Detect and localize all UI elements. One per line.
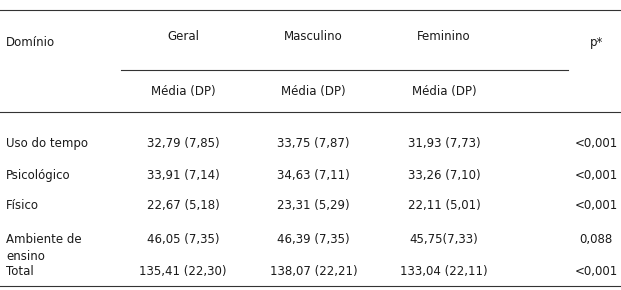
Text: 33,26 (7,10): 33,26 (7,10) [408, 169, 480, 182]
Text: 33,91 (7,14): 33,91 (7,14) [147, 169, 220, 182]
Text: 46,05 (7,35): 46,05 (7,35) [147, 233, 219, 246]
Text: ensino: ensino [6, 250, 45, 263]
Text: 22,11 (5,01): 22,11 (5,01) [407, 200, 481, 212]
Text: 133,04 (22,11): 133,04 (22,11) [400, 265, 488, 278]
Text: Média (DP): Média (DP) [412, 85, 476, 98]
Text: 33,75 (7,87): 33,75 (7,87) [278, 137, 350, 150]
Text: <0,001: <0,001 [574, 200, 618, 212]
Text: Masculino: Masculino [284, 30, 343, 43]
Text: 0,088: 0,088 [579, 233, 613, 246]
Text: Total: Total [6, 265, 34, 278]
Text: Média (DP): Média (DP) [151, 85, 215, 98]
Text: Feminino: Feminino [417, 30, 471, 43]
Text: <0,001: <0,001 [574, 169, 618, 182]
Text: 23,31 (5,29): 23,31 (5,29) [278, 200, 350, 212]
Text: 45,75(7,33): 45,75(7,33) [410, 233, 478, 246]
Text: 138,07 (22,21): 138,07 (22,21) [270, 265, 358, 278]
Text: 46,39 (7,35): 46,39 (7,35) [278, 233, 350, 246]
Text: 31,93 (7,73): 31,93 (7,73) [408, 137, 480, 150]
Text: p*: p* [589, 36, 603, 48]
Text: 135,41 (22,30): 135,41 (22,30) [140, 265, 227, 278]
Text: Uso do tempo: Uso do tempo [6, 137, 88, 150]
Text: Média (DP): Média (DP) [281, 85, 346, 98]
Text: Domínio: Domínio [6, 36, 55, 48]
Text: 32,79 (7,85): 32,79 (7,85) [147, 137, 219, 150]
Text: Ambiente de: Ambiente de [6, 233, 82, 246]
Text: Psicológico: Psicológico [6, 169, 71, 182]
Text: Geral: Geral [167, 30, 199, 43]
Text: 22,67 (5,18): 22,67 (5,18) [147, 200, 220, 212]
Text: Físico: Físico [6, 200, 39, 212]
Text: <0,001: <0,001 [574, 265, 618, 278]
Text: 34,63 (7,11): 34,63 (7,11) [277, 169, 350, 182]
Text: <0,001: <0,001 [574, 137, 618, 150]
